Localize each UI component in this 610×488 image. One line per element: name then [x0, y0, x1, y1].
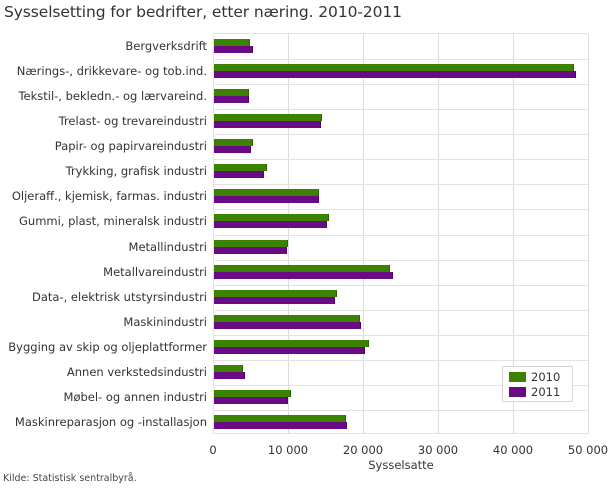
category-label: Bergverksdrift	[125, 39, 207, 53]
row-separator	[214, 109, 588, 110]
bar-2011[interactable]	[214, 322, 361, 329]
legend-swatch-2011	[509, 387, 526, 397]
row-separator	[214, 184, 588, 185]
plot-area	[213, 33, 589, 434]
row-separator	[214, 59, 588, 60]
x-axis-label: Sysselsatte	[368, 458, 434, 472]
row-separator	[214, 285, 588, 286]
bar-2010[interactable]	[214, 164, 267, 171]
category-label: Annen verkstedsindustri	[66, 365, 207, 379]
bar-2011[interactable]	[214, 71, 576, 78]
category-label: Trelast- og trevareindustri	[58, 114, 207, 128]
bar-2011[interactable]	[214, 96, 249, 103]
bar-2011[interactable]	[214, 196, 319, 203]
bar-2011[interactable]	[214, 171, 264, 178]
gridline-vertical	[438, 34, 439, 433]
bar-2010[interactable]	[214, 290, 337, 297]
row-separator	[214, 410, 588, 411]
bar-2010[interactable]	[214, 415, 346, 422]
category-label: Metallindustri	[128, 240, 207, 254]
row-separator	[214, 84, 588, 85]
bar-2011[interactable]	[214, 146, 251, 153]
row-separator	[214, 134, 588, 135]
x-tick-label: 0	[209, 443, 217, 457]
bar-2010[interactable]	[214, 114, 322, 121]
bar-2010[interactable]	[214, 240, 288, 247]
legend-label-2011: 2011	[531, 385, 561, 399]
category-label: Data-, elektrisk utstyrsindustri	[32, 290, 207, 304]
category-label: Maskinindustri	[123, 315, 207, 329]
category-label: Gummi, plast, mineralsk industri	[19, 214, 207, 228]
category-label: Trykking, grafisk industri	[65, 164, 207, 178]
x-tick-label: 30 000	[417, 443, 459, 457]
bar-2011[interactable]	[214, 121, 321, 128]
gridline-vertical	[588, 34, 589, 433]
bar-2010[interactable]	[214, 89, 249, 96]
bar-2010[interactable]	[214, 139, 253, 146]
legend: 2010 2011	[502, 366, 573, 402]
legend-item-2011: 2011	[509, 385, 560, 399]
row-separator	[214, 335, 588, 336]
bar-2010[interactable]	[214, 315, 360, 322]
row-separator	[214, 310, 588, 311]
row-separator	[214, 260, 588, 261]
x-tick-label: 50 000	[567, 443, 609, 457]
bar-2010[interactable]	[214, 214, 329, 221]
category-label: Metallvareindustri	[103, 265, 207, 279]
row-separator	[214, 385, 588, 386]
category-label: Maskinreparasjon og -installasjon	[14, 415, 207, 429]
category-label: Bygging av skip og oljeplattformer	[8, 340, 207, 354]
bar-2010[interactable]	[214, 365, 243, 372]
row-separator	[214, 159, 588, 160]
x-tick-label: 10 000	[267, 443, 309, 457]
category-label: Oljeraff., kjemisk, farmas. industri	[11, 189, 207, 203]
category-label: Nærings-, drikkevare- og tob.ind.	[16, 64, 207, 78]
bar-2011[interactable]	[214, 272, 393, 279]
bar-2010[interactable]	[214, 340, 369, 347]
category-label: Møbel- og annen industri	[63, 390, 207, 404]
row-separator	[214, 360, 588, 361]
legend-label-2010: 2010	[531, 370, 561, 384]
bar-2010[interactable]	[214, 39, 250, 46]
bar-2011[interactable]	[214, 297, 335, 304]
source-note: Kilde: Statistisk sentralbyrå.	[3, 473, 137, 484]
row-separator	[214, 235, 588, 236]
x-tick-label: 40 000	[492, 443, 534, 457]
bar-2011[interactable]	[214, 46, 253, 53]
bar-2010[interactable]	[214, 265, 390, 272]
category-label: Papir- og papirvareindustri	[54, 139, 207, 153]
gridline-vertical	[288, 34, 289, 433]
legend-swatch-2010	[509, 372, 526, 382]
legend-item-2010: 2010	[509, 370, 560, 384]
chart-title: Sysselsetting for bedrifter, etter nærin…	[4, 3, 402, 21]
bar-2011[interactable]	[214, 221, 327, 228]
bar-2011[interactable]	[214, 247, 287, 254]
category-label: Tekstil-, bekledn.- og lærvareind.	[18, 89, 207, 103]
bar-2010[interactable]	[214, 390, 291, 397]
bar-2011[interactable]	[214, 422, 347, 429]
x-tick-label: 20 000	[342, 443, 384, 457]
bar-2010[interactable]	[214, 189, 319, 196]
bar-2010[interactable]	[214, 64, 574, 71]
gridline-vertical	[513, 34, 514, 433]
bar-2011[interactable]	[214, 347, 365, 354]
row-separator	[214, 209, 588, 210]
gridline-vertical	[363, 34, 364, 433]
bar-2011[interactable]	[214, 397, 288, 404]
bar-2011[interactable]	[214, 372, 245, 379]
